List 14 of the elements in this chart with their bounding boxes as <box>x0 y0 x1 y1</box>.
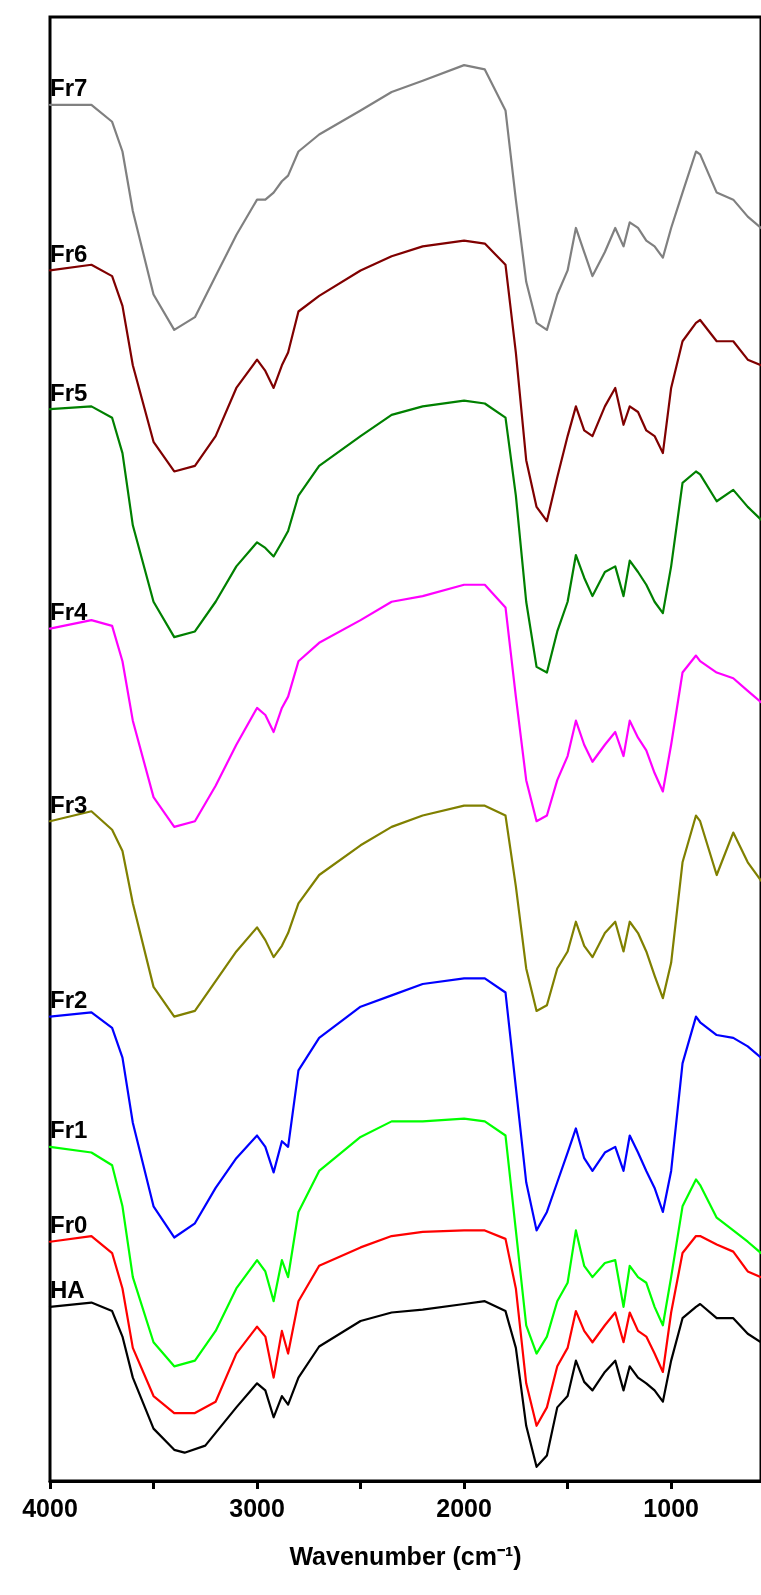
series-label: Fr2 <box>50 986 88 1014</box>
series-label: Fr5 <box>50 378 88 406</box>
series-label: Fr7 <box>50 74 88 102</box>
series-label: HA <box>50 1276 85 1304</box>
x-tick-label: 2000 <box>436 1493 492 1522</box>
x-tick-label: 4000 <box>22 1493 78 1522</box>
series-label: Fr3 <box>50 790 88 818</box>
series-label: Fr4 <box>50 598 88 626</box>
series-label: Fr1 <box>50 1116 88 1144</box>
x-axis-title: Wavenumber (cm⁻¹) <box>289 1541 522 1570</box>
series-label: Fr6 <box>50 239 88 267</box>
series-label: Fr0 <box>50 1211 88 1239</box>
x-tick-label: 3000 <box>229 1493 285 1522</box>
x-tick-label: 1000 <box>643 1493 699 1522</box>
